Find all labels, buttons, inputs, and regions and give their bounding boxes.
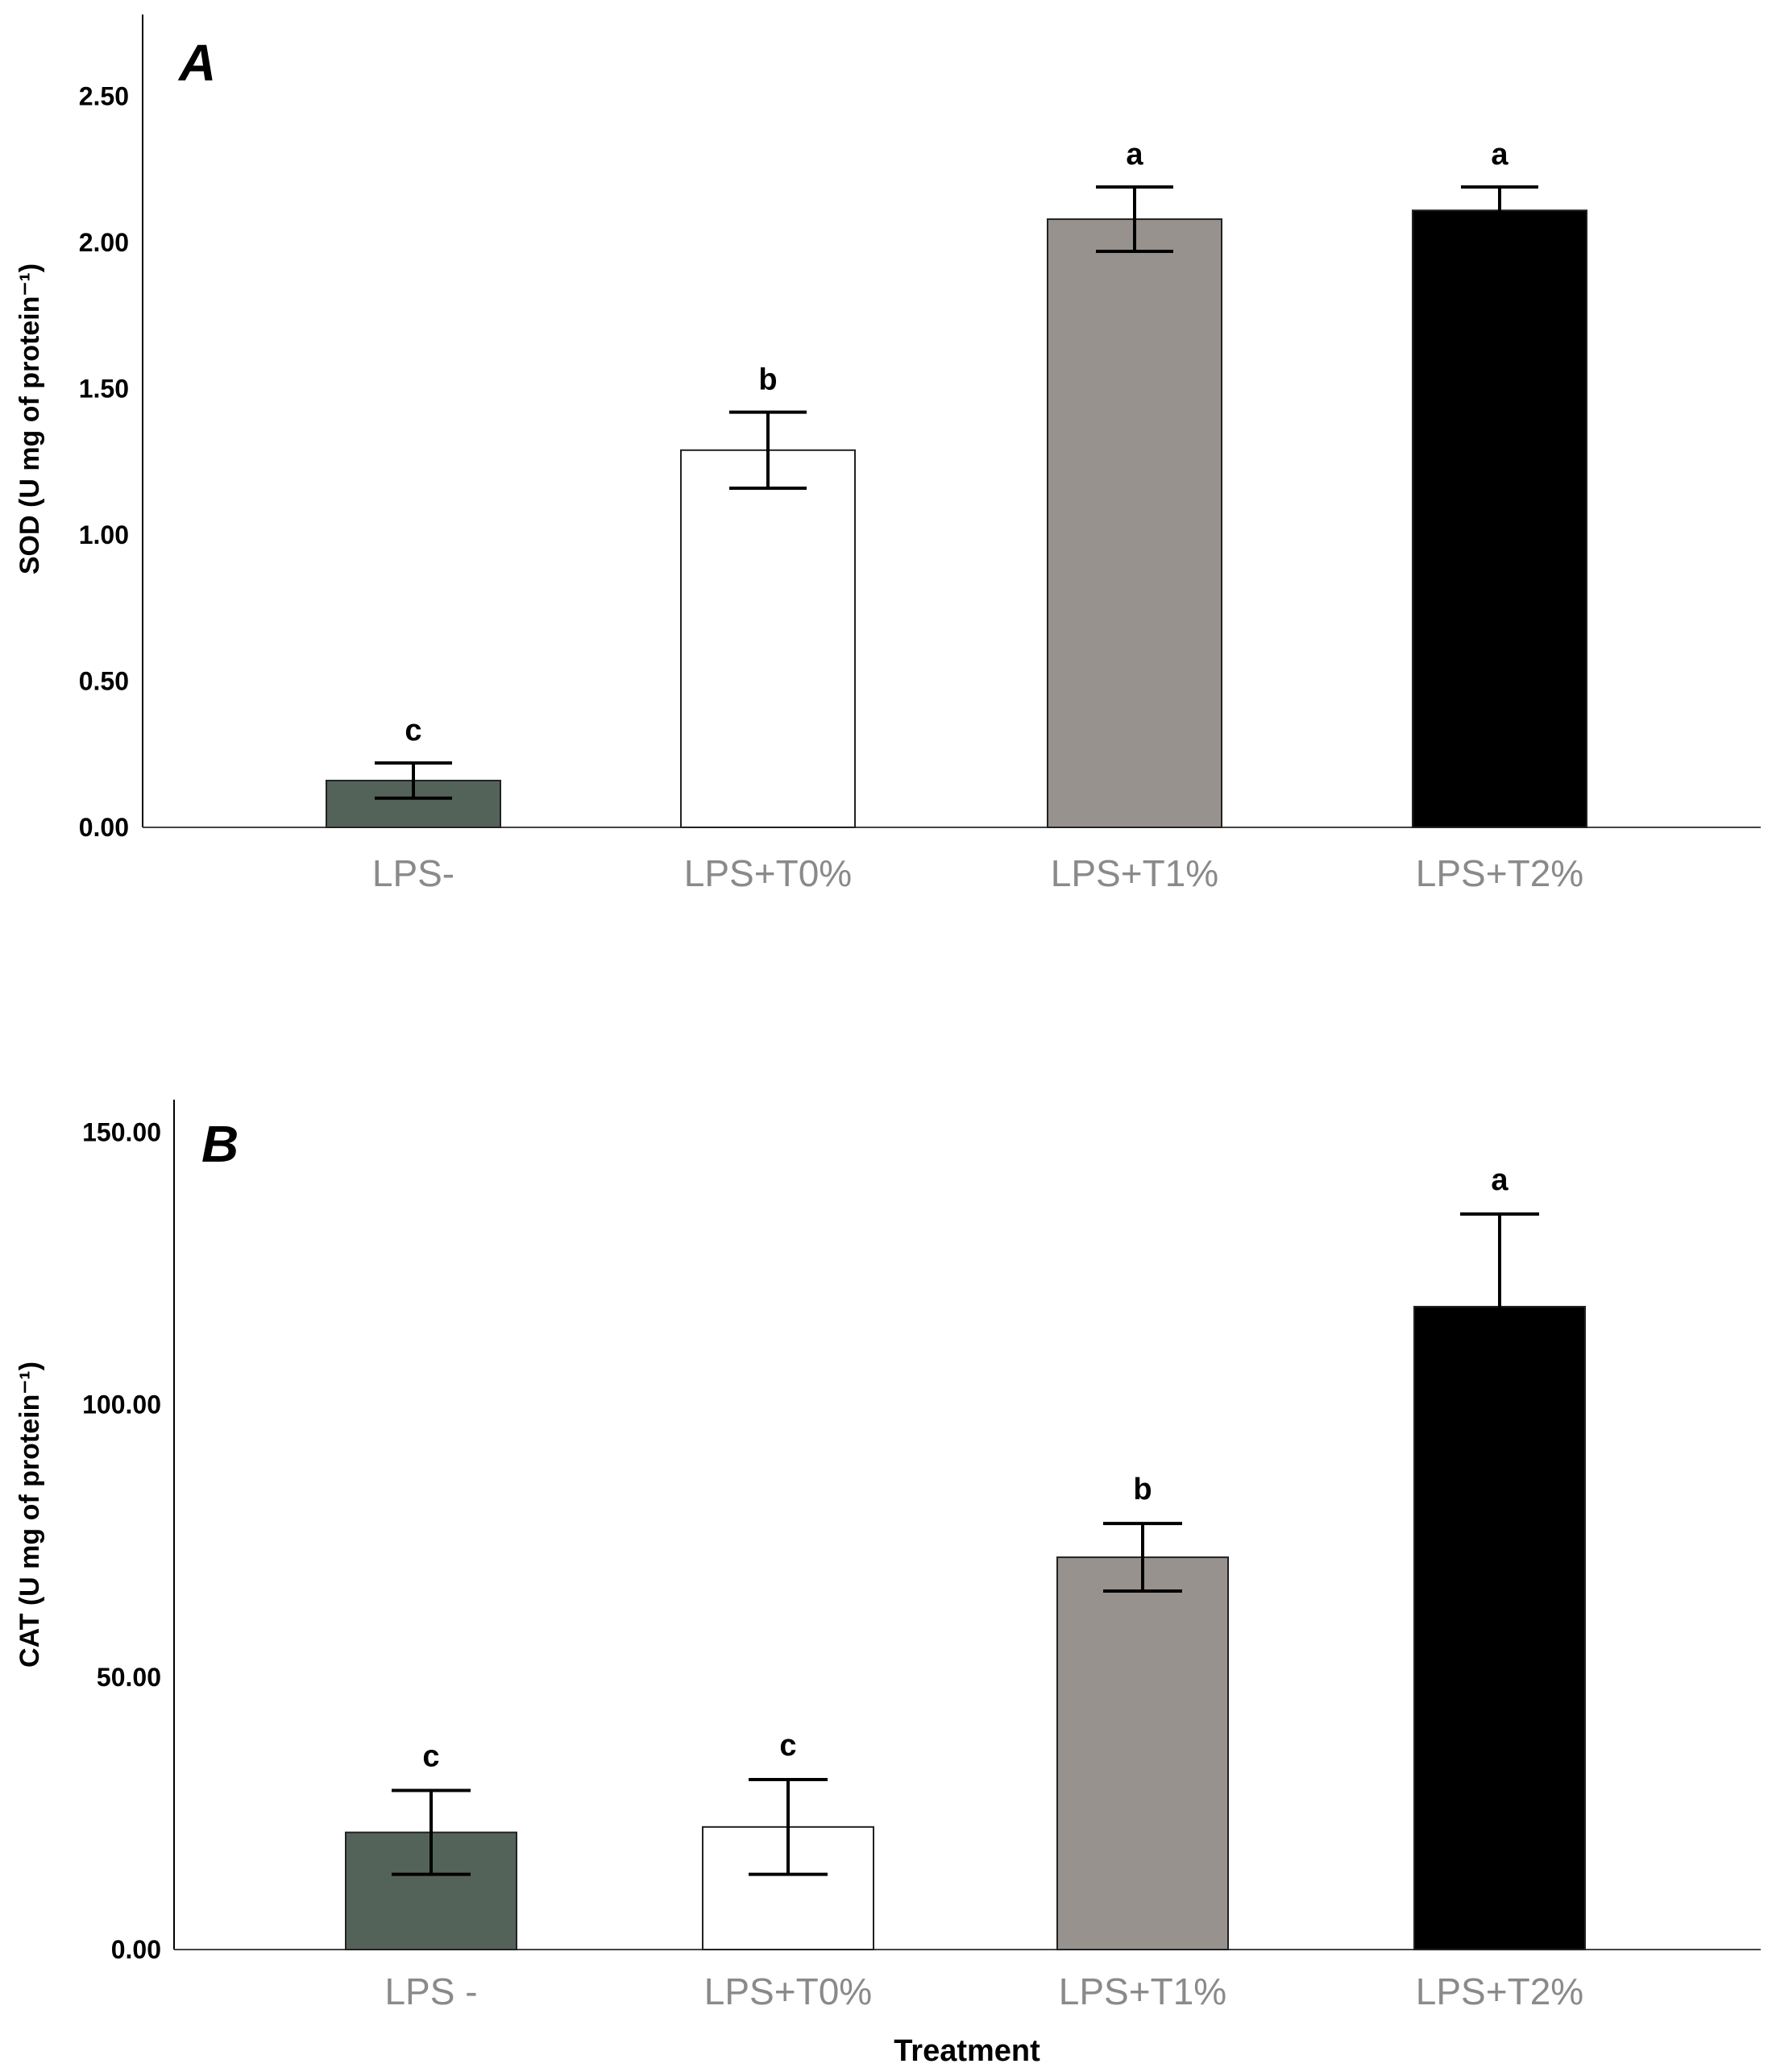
panel-b-category-label: LPS - <box>384 1970 477 2012</box>
panel-b-cat-chart: B CAT (U mg of protein⁻¹) Treatment 0.00… <box>15 1100 1761 2068</box>
panel-b-category-label: LPS+T1% <box>1059 1970 1226 2012</box>
panel-b-significance-label: a <box>1491 1163 1508 1197</box>
panel-a-y-tick-label: 2.00 <box>79 228 129 257</box>
panel-b-y-tick-label: 0.00 <box>111 1935 161 1964</box>
panel-b-bars: c LPS - c LPS+T0% b LPS+T1% a LPS+T2% <box>345 1163 1586 2012</box>
panel-a-significance-label: c <box>405 714 421 748</box>
panel-b-x-axis-title: Treatment <box>894 2034 1040 2068</box>
panel-a-category-label: LPS+T0% <box>684 852 852 894</box>
panel-a-y-tick-label: 1.50 <box>79 375 129 404</box>
panel-a-category-label: LPS+T1% <box>1051 852 1218 894</box>
panel-a-bar <box>1412 209 1587 828</box>
panel-b-bar <box>1413 1305 1586 1950</box>
panel-a-bar <box>680 449 856 829</box>
panel-a-significance-label: a <box>1491 138 1508 172</box>
panel-a-ticks: 0.00 0.50 1.00 1.50 2.00 2.50 <box>79 82 129 842</box>
panel-b-y-tick-label: 150.00 <box>82 1118 161 1147</box>
panel-b-significance-label: c <box>422 1740 439 1774</box>
panel-a-sod-chart: A SOD (U mg of protein⁻¹) 0.00 0.50 1.00 1.… <box>15 15 1761 894</box>
panel-b-significance-label: b <box>1133 1473 1152 1506</box>
panel-b-y-tick-label: 50.00 <box>97 1663 161 1692</box>
panel-b-ticks: 0.00 50.00 100.00 150.00 <box>82 1118 161 1964</box>
panel-a-bar <box>1047 218 1222 828</box>
panel-a-bars: c LPS-b LPS+T0% a LPS+T1% a LPS+T2% <box>326 138 1587 894</box>
panel-a-category-label: LPS- <box>372 852 454 894</box>
panel-a-y-tick-label: 2.50 <box>79 82 129 111</box>
panel-a-category-label: LPS+T2% <box>1416 852 1583 894</box>
panel-a-label: A <box>177 34 216 92</box>
panel-a-significance-label: a <box>1126 138 1143 172</box>
panel-b-significance-label: c <box>779 1729 796 1763</box>
panel-b-bar <box>1056 1556 1229 1950</box>
panel-b-y-axis-title: CAT (U mg of protein⁻¹) <box>15 1361 45 1668</box>
panel-b-label: B <box>201 1115 239 1173</box>
panel-a-y-tick-label: 0.50 <box>79 667 129 696</box>
panel-a-y-axis-title: SOD (U mg of protein⁻¹) <box>15 263 45 574</box>
panel-a-significance-label: b <box>758 363 777 397</box>
panel-a-y-tick-label: 0.00 <box>79 813 129 842</box>
panel-b-y-tick-label: 100.00 <box>82 1390 161 1419</box>
panel-a-y-tick-label: 1.00 <box>79 520 129 549</box>
panel-b-category-label: LPS+T0% <box>704 1970 872 2012</box>
panel-b-category-label: LPS+T2% <box>1416 1970 1583 2012</box>
